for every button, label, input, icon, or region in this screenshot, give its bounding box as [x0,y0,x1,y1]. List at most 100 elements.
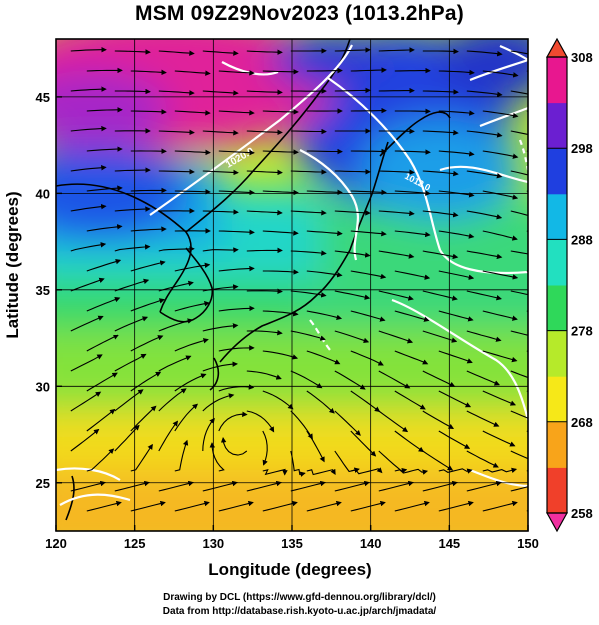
streamline-arrow-116 [334,250,371,258]
colorbar [545,37,569,533]
streamline-arrow-149 [350,310,386,322]
streamline-arrow-114 [246,247,283,254]
colorbar-segment-2 [547,376,567,423]
streamline-arrow-134 [158,280,194,292]
streamline-arrow-79 [174,189,211,195]
streamline-arrow-78 [130,187,167,194]
streamline-arrow-86 [482,190,519,200]
streamline-arrow-258 [306,500,342,512]
streamline-arrow-46 [158,129,195,136]
colorbar-segment-1 [547,421,567,468]
streamline-arrow-193 [350,390,381,412]
streamline-arrow-257 [262,500,298,512]
streamline-arrow-23 [114,88,151,95]
streamline-arrow-237 [350,467,383,475]
streamline-arrow-177 [114,353,147,372]
streamline-arrow-259 [350,500,386,512]
streamline-arrow-235 [262,468,288,476]
x-tick-label-145: 145 [438,536,460,551]
streamline-arrow-224 [220,437,248,456]
streamline-arrow-137 [290,290,327,298]
streamline-arrow-30 [422,89,459,95]
y-tick-label-25: 25 [36,476,50,491]
streamline-arrow-156 [158,318,194,332]
streamline-arrow-251 [466,480,502,492]
streamline-arrow-96 [422,210,459,218]
streamline-arrow-163 [466,330,502,342]
streamline-arrow-261 [438,500,474,512]
y-axis-ticks: 25 30 35 40 45 [36,90,62,491]
streamline-arrow-7 [378,47,415,53]
streamline-arrow-92 [246,209,283,216]
streamline-arrow-195 [438,390,472,408]
streamline-arrow-152 [482,310,518,321]
streamline-arrow-100 [130,226,167,232]
streamline-arrow-199 [114,389,144,412]
streamline-arrow-136 [246,288,283,294]
streamline-arrow-248 [334,480,370,492]
streamline-arrow-75 [466,170,503,179]
streamline-arrow-49 [290,128,327,135]
streamline-arrow-129 [438,270,475,280]
streamline-arrow-242 [70,480,106,492]
streamline-arrow-254 [130,500,166,512]
streamline-arrow-206 [422,410,455,430]
streamline-arrow-161 [378,330,414,344]
streamline-arrow-143 [86,297,121,312]
streamline-arrow-3 [202,50,239,56]
y-tick-label-35: 35 [36,283,50,298]
y-tick-label-45: 45 [36,90,50,105]
colorbar-segment-8 [547,102,567,149]
streamline-arrow-105 [350,230,387,237]
streamline-arrow-94 [334,210,371,216]
streamline-arrow-150 [394,310,430,322]
streamline-arrow-169 [262,350,299,360]
streamline-arrow-246 [246,480,282,492]
streamline-arrow-35 [174,110,211,116]
streamline-arrow-205 [378,410,409,433]
streamline-arrow-174 [482,350,518,363]
streamline-arrow-132 [70,277,105,292]
streamline-arrow-140 [422,290,458,301]
streamline-arrow-121 [86,258,122,272]
streamline-arrow-88 [70,203,107,212]
map-title: MSM 09Z29Nov2023 (1013.2hPa) [135,2,464,25]
streamline-arrow-48 [246,129,283,136]
streamline-arrow-119 [466,250,503,260]
streamline-arrow-68 [158,168,195,175]
x-tick-label-135: 135 [281,536,303,551]
streamline-arrow-180 [246,370,282,380]
streamline-arrow-93 [290,209,327,216]
streamline-arrow-99 [86,224,123,232]
streamline-arrow-188 [130,371,162,392]
streamline-arrow-26 [246,89,283,95]
streamline-arrow-107 [438,230,475,239]
streamline-arrow-155 [114,316,149,332]
colorbar-segment-4 [547,285,567,332]
streamline-arrow-77 [86,185,123,192]
streamline-arrow-162 [422,330,458,343]
streamline-arrow-111 [114,244,151,252]
streamline-arrow-229 [466,450,499,468]
streamline-arrow-32 [510,90,528,95]
streamline-arrow-231 [86,448,115,472]
streamline-arrow-112 [158,246,195,252]
streamline-arrow-245 [202,480,238,492]
x-axis-label: Longitude (degrees) [208,560,372,579]
streamline-arrow-20 [482,70,519,78]
streamline-arrow-58 [218,149,255,156]
streamline-arrow-82 [306,189,343,196]
colorbar-segment-9 [547,57,567,104]
streamline-arrow-187 [86,372,118,392]
streamline-arrow-110 [70,242,107,252]
streamline-arrow-213 [262,430,268,466]
streamline-arrow-198 [70,391,102,412]
streamline-arrow-6 [334,47,371,53]
x-tick-label-120: 120 [45,536,67,551]
streamline-arrow-120 [510,250,528,255]
credit-line-data: Data from http://database.rish.kyoto-u.a… [162,606,437,617]
streamline-arrow-250 [422,480,458,492]
streamline-arrow-55 [86,146,123,152]
colorbar-segment-6 [547,193,567,240]
